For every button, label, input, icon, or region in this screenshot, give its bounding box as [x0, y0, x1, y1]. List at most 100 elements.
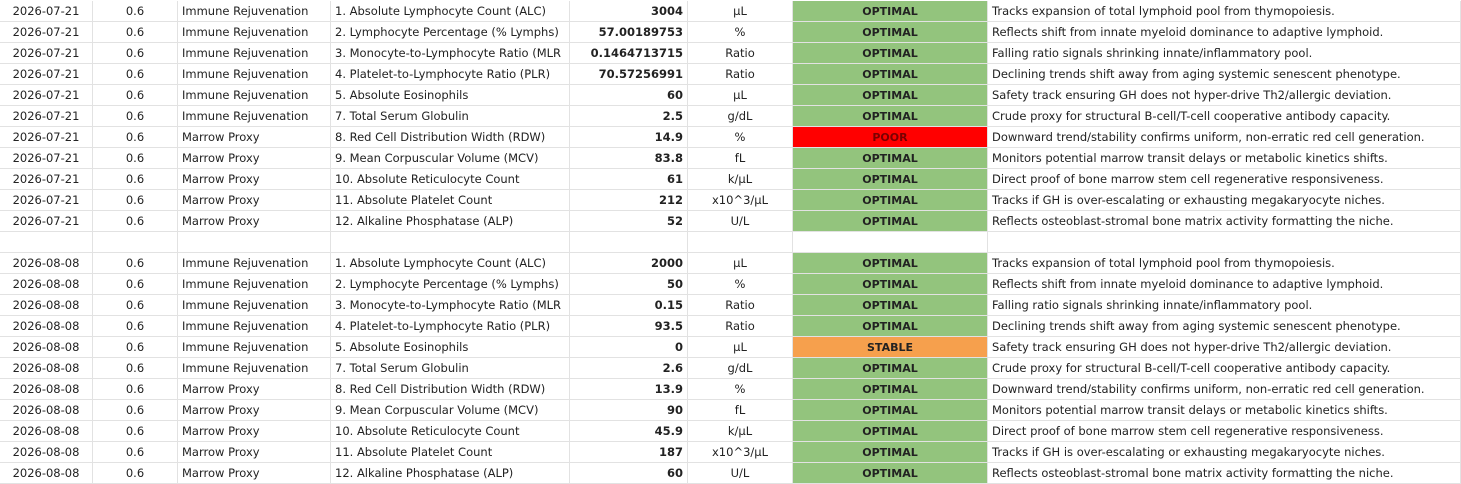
value-cell[interactable]: 13.9 [570, 379, 688, 400]
marker-cell[interactable]: 12. Alkaline Phosphatase (ALP) [331, 463, 570, 484]
dose-cell[interactable]: 0.6 [93, 1, 178, 22]
date-cell[interactable]: 2026-07-21 [0, 43, 93, 64]
value-cell[interactable]: 90 [570, 400, 688, 421]
value-cell[interactable]: 60 [570, 85, 688, 106]
marker-cell[interactable]: 5. Absolute Eosinophils [331, 337, 570, 358]
category-cell[interactable]: Immune Rejuvenation [178, 85, 331, 106]
date-cell[interactable]: 2026-08-08 [0, 442, 93, 463]
status-cell[interactable]: OPTIMAL [793, 85, 988, 106]
dose-cell[interactable]: 0.6 [93, 253, 178, 274]
dose-cell[interactable]: 0.6 [93, 316, 178, 337]
dose-cell[interactable]: 0.6 [93, 337, 178, 358]
status-cell[interactable]: OPTIMAL [793, 442, 988, 463]
unit-cell[interactable]: µL [688, 253, 793, 274]
marker-cell[interactable]: 8. Red Cell Distribution Width (RDW) [331, 127, 570, 148]
unit-cell[interactable]: % [688, 22, 793, 43]
category-cell[interactable]: Immune Rejuvenation [178, 22, 331, 43]
dose-cell[interactable]: 0.6 [93, 463, 178, 484]
value-cell[interactable]: 2.5 [570, 106, 688, 127]
dose-cell[interactable]: 0.6 [93, 85, 178, 106]
marker-cell[interactable]: 2. Lymphocyte Percentage (% Lymphs) [331, 22, 570, 43]
category-cell[interactable]: Immune Rejuvenation [178, 295, 331, 316]
date-cell[interactable]: 2026-08-08 [0, 253, 93, 274]
marker-cell[interactable]: 11. Absolute Platelet Count [331, 190, 570, 211]
category-cell[interactable]: Immune Rejuvenation [178, 64, 331, 85]
dose-cell[interactable]: 0.6 [93, 358, 178, 379]
marker-cell[interactable]: 8. Red Cell Distribution Width (RDW) [331, 379, 570, 400]
date-cell[interactable]: 2026-07-21 [0, 148, 93, 169]
unit-cell[interactable]: k/µL [688, 421, 793, 442]
marker-cell[interactable]: 9. Mean Corpuscular Volume (MCV) [331, 400, 570, 421]
dose-cell[interactable]: 0.6 [93, 211, 178, 232]
unit-cell[interactable]: Ratio [688, 316, 793, 337]
unit-cell[interactable]: Ratio [688, 295, 793, 316]
status-cell[interactable]: OPTIMAL [793, 148, 988, 169]
dose-cell[interactable]: 0.6 [93, 379, 178, 400]
date-cell[interactable]: 2026-07-21 [0, 169, 93, 190]
dose-cell[interactable]: 0.6 [93, 43, 178, 64]
value-cell[interactable]: 3004 [570, 1, 688, 22]
dose-cell[interactable]: 0.6 [93, 421, 178, 442]
category-cell[interactable]: Immune Rejuvenation [178, 253, 331, 274]
status-cell[interactable]: POOR [793, 127, 988, 148]
date-cell[interactable]: 2026-07-21 [0, 190, 93, 211]
value-cell[interactable]: 61 [570, 169, 688, 190]
dose-cell[interactable]: 0.6 [93, 64, 178, 85]
unit-cell[interactable]: k/µL [688, 169, 793, 190]
category-cell[interactable]: Immune Rejuvenation [178, 43, 331, 64]
marker-cell[interactable]: 4. Platelet-to-Lymphocyte Ratio (PLR) [331, 316, 570, 337]
category-cell[interactable]: Marrow Proxy [178, 211, 331, 232]
status-cell[interactable]: OPTIMAL [793, 253, 988, 274]
description-cell[interactable]: Declining trends shift away from aging s… [988, 316, 1461, 337]
date-cell[interactable]: 2026-07-21 [0, 127, 93, 148]
unit-cell[interactable]: % [688, 379, 793, 400]
description-cell[interactable]: Monitors potential marrow transit delays… [988, 148, 1461, 169]
value-cell[interactable]: 45.9 [570, 421, 688, 442]
date-cell[interactable]: 2026-08-08 [0, 421, 93, 442]
description-cell[interactable]: Direct proof of bone marrow stem cell re… [988, 169, 1461, 190]
marker-cell[interactable]: 1. Absolute Lymphocyte Count (ALC) [331, 253, 570, 274]
description-cell[interactable]: Safety track ensuring GH does not hyper-… [988, 337, 1461, 358]
category-cell[interactable]: Marrow Proxy [178, 421, 331, 442]
value-cell[interactable]: 93.5 [570, 316, 688, 337]
status-cell[interactable]: OPTIMAL [793, 43, 988, 64]
value-cell[interactable]: 52 [570, 211, 688, 232]
status-cell[interactable]: OPTIMAL [793, 1, 988, 22]
status-cell[interactable]: OPTIMAL [793, 421, 988, 442]
marker-cell[interactable]: 3. Monocyte-to-Lymphocyte Ratio (MLR [331, 295, 570, 316]
description-cell[interactable]: Declining trends shift away from aging s… [988, 64, 1461, 85]
status-cell[interactable]: OPTIMAL [793, 64, 988, 85]
dose-cell[interactable]: 0.6 [93, 127, 178, 148]
unit-cell[interactable]: % [688, 274, 793, 295]
value-cell[interactable]: 70.57256991 [570, 64, 688, 85]
date-cell[interactable]: 2026-07-21 [0, 22, 93, 43]
description-cell[interactable]: Falling ratio signals shrinking innate/i… [988, 295, 1461, 316]
value-cell[interactable]: 83.8 [570, 148, 688, 169]
date-cell[interactable]: 2026-07-21 [0, 85, 93, 106]
status-cell[interactable]: OPTIMAL [793, 274, 988, 295]
status-cell[interactable]: OPTIMAL [793, 106, 988, 127]
description-cell[interactable]: Tracks expansion of total lymphoid pool … [988, 253, 1461, 274]
unit-cell[interactable]: Ratio [688, 64, 793, 85]
empty-cell[interactable] [688, 232, 793, 253]
value-cell[interactable]: 212 [570, 190, 688, 211]
marker-cell[interactable]: 2. Lymphocyte Percentage (% Lymphs) [331, 274, 570, 295]
dose-cell[interactable]: 0.6 [93, 295, 178, 316]
unit-cell[interactable]: x10^3/µL [688, 190, 793, 211]
unit-cell[interactable]: fL [688, 400, 793, 421]
status-cell[interactable]: OPTIMAL [793, 379, 988, 400]
empty-cell[interactable] [178, 232, 331, 253]
date-cell[interactable]: 2026-08-08 [0, 274, 93, 295]
value-cell[interactable]: 57.00189753 [570, 22, 688, 43]
category-cell[interactable]: Immune Rejuvenation [178, 358, 331, 379]
status-cell[interactable]: OPTIMAL [793, 358, 988, 379]
marker-cell[interactable]: 7. Total Serum Globulin [331, 358, 570, 379]
description-cell[interactable]: Reflects shift from innate myeloid domin… [988, 274, 1461, 295]
status-cell[interactable]: OPTIMAL [793, 169, 988, 190]
marker-cell[interactable]: 7. Total Serum Globulin [331, 106, 570, 127]
marker-cell[interactable]: 4. Platelet-to-Lymphocyte Ratio (PLR) [331, 64, 570, 85]
description-cell[interactable]: Reflects osteoblast-stromal bone matrix … [988, 463, 1461, 484]
empty-cell[interactable] [0, 232, 93, 253]
description-cell[interactable]: Crude proxy for structural B-cell/T-cell… [988, 358, 1461, 379]
marker-cell[interactable]: 11. Absolute Platelet Count [331, 442, 570, 463]
